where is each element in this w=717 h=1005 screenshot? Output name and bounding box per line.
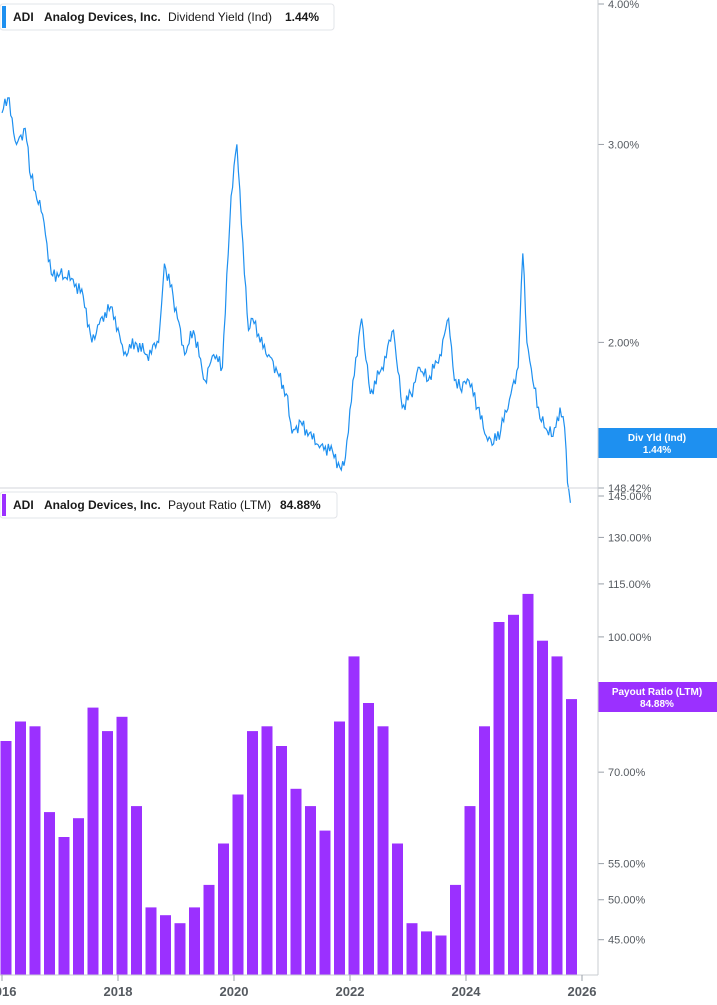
payout-legend-metric: Payout Ratio (LTM) xyxy=(168,498,271,512)
payout-tick-label: 50.00% xyxy=(608,895,646,907)
payout-bar xyxy=(290,788,302,975)
payout-bars xyxy=(0,593,577,975)
payout-y-axis: 145.00% 130.00% 115.00% 100.00% 70.00% 55.00%… xyxy=(598,491,652,947)
payout-bar xyxy=(363,703,374,975)
payout-panel: 145.00% 130.00% 115.00% 100.00% 70.00% 55.00%… xyxy=(0,491,717,975)
yield-flag-value: 1.44% xyxy=(643,445,671,456)
payout-bar xyxy=(508,614,519,975)
payout-tick-label: 115.00% xyxy=(608,579,651,591)
payout-bar xyxy=(131,806,142,975)
payout-bar xyxy=(247,731,258,975)
yield-legend-metric: Dividend Yield (Ind) xyxy=(168,10,272,24)
payout-flag-label: Payout Ratio (LTM) xyxy=(612,687,702,698)
payout-bar xyxy=(276,746,287,975)
payout-bar xyxy=(218,843,229,975)
payout-bar xyxy=(0,741,12,975)
payout-legend-box xyxy=(0,491,338,519)
yield-legend-ticker: ADI xyxy=(13,10,34,24)
yield-panel: 4.00% 3.00% 2.00% 148.42% ADI Analog Device… xyxy=(0,0,717,503)
payout-bar xyxy=(232,794,244,975)
payout-bar xyxy=(102,731,113,975)
payout-bar xyxy=(203,884,215,975)
payout-bar xyxy=(537,640,548,975)
payout-bar xyxy=(73,818,84,975)
x-tick-label: 2016 xyxy=(0,984,16,999)
payout-bar xyxy=(305,806,316,975)
x-tick-label: 2020 xyxy=(220,984,249,999)
payout-flag-box xyxy=(598,682,717,712)
payout-bar xyxy=(450,884,461,975)
yield-y-axis: 4.00% 3.00% 2.00% 148.42% xyxy=(598,0,652,495)
payout-legend-value: 84.88% xyxy=(280,498,321,512)
x-axis: 2016 2018 2020 2022 2024 2026 xyxy=(0,975,596,999)
yield-legend-swatch xyxy=(2,6,6,28)
payout-bar xyxy=(377,726,389,975)
payout-tick-label: 130.00% xyxy=(608,532,652,544)
payout-bar xyxy=(58,837,70,975)
payout-bar xyxy=(566,699,577,975)
payout-tick-label: 55.00% xyxy=(608,859,646,871)
payout-flag-value: 84.88% xyxy=(640,699,674,710)
payout-bar xyxy=(421,931,432,975)
payout-bar xyxy=(174,923,186,975)
payout-bar xyxy=(464,806,476,975)
payout-tick-label: 70.00% xyxy=(608,767,646,779)
payout-bar xyxy=(435,935,447,975)
payout-bar xyxy=(261,726,273,975)
payout-bar xyxy=(160,915,171,975)
x-tick-label: 2022 xyxy=(336,984,365,999)
x-tick-label: 2018 xyxy=(104,984,133,999)
yield-flag-label: Div Yld (Ind) xyxy=(628,433,686,444)
yield-tick-label: 4.00% xyxy=(608,0,639,11)
x-tick-label: 2024 xyxy=(452,984,482,999)
payout-bar xyxy=(348,656,360,975)
payout-value-flag: Payout Ratio (LTM) 84.88% xyxy=(598,682,717,712)
payout-legend-company: Analog Devices, Inc. xyxy=(44,498,161,512)
payout-bar xyxy=(319,830,331,975)
payout-legend-ticker: ADI xyxy=(13,498,34,512)
payout-bar xyxy=(334,721,345,975)
yield-tick-label: 148.42% xyxy=(608,483,652,495)
payout-bar xyxy=(392,843,403,975)
payout-bar xyxy=(145,907,157,975)
yield-tick-label: 2.00% xyxy=(608,337,639,349)
yield-series-line xyxy=(1,97,571,503)
payout-tick-label: 145.00% xyxy=(608,491,652,503)
yield-legend: ADI Analog Devices, Inc. Dividend Yield … xyxy=(0,3,335,31)
yield-flag-box xyxy=(598,428,717,458)
payout-tick-label: 100.00% xyxy=(608,632,652,644)
payout-bar xyxy=(44,812,55,975)
payout-bar xyxy=(87,707,99,975)
payout-bar xyxy=(116,716,128,975)
yield-legend-box xyxy=(0,3,335,31)
payout-legend-swatch xyxy=(2,494,6,516)
payout-bar xyxy=(189,907,200,975)
payout-legend: ADI Analog Devices, Inc. Payout Ratio (L… xyxy=(0,491,338,519)
payout-bar xyxy=(551,656,563,975)
payout-bar xyxy=(522,593,534,975)
payout-bar xyxy=(29,726,41,975)
x-tick-label: 2026 xyxy=(568,984,597,999)
yield-tick-label: 3.00% xyxy=(608,139,639,151)
yield-legend-value: 1.44% xyxy=(285,10,319,24)
payout-bar xyxy=(479,726,490,975)
payout-bar xyxy=(406,923,418,975)
payout-bar xyxy=(493,622,505,975)
payout-bar xyxy=(15,721,26,975)
payout-tick-label: 45.00% xyxy=(608,935,646,947)
yield-value-flag: Div Yld (Ind) 1.44% xyxy=(598,428,717,458)
yield-legend-company: Analog Devices, Inc. xyxy=(44,10,161,24)
